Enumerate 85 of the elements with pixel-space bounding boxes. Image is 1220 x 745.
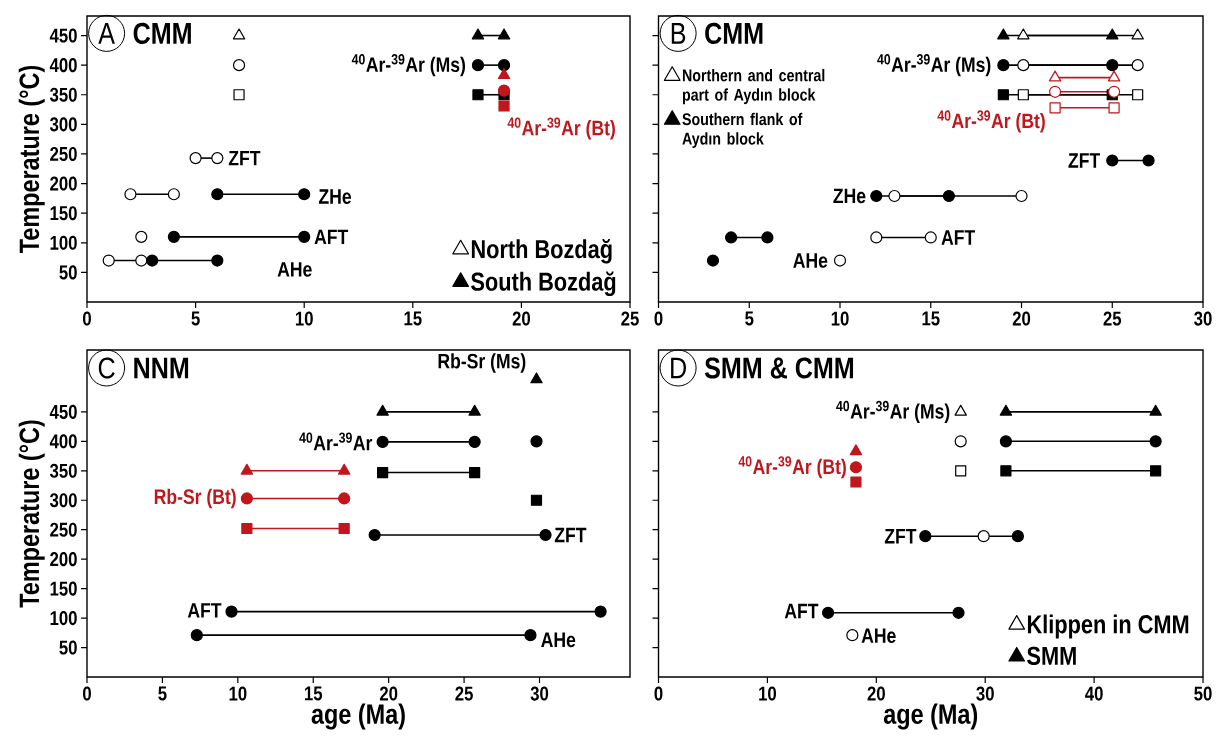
- x-axis-title: age (Ma): [311, 703, 405, 730]
- x-tick-label: 30: [976, 686, 994, 701]
- annotation: B: [671, 23, 686, 44]
- legend-label: Klippen in CMM: [1027, 614, 1189, 639]
- y-tick-label: 450: [49, 404, 77, 419]
- annotation: AFT: [187, 603, 222, 618]
- y-tick-label: 450: [49, 28, 77, 43]
- x-tick-label: 15: [922, 311, 940, 326]
- annotation: $^{40}$Ar-$^{39}$Ar: [299, 432, 373, 451]
- x-tick-label: 0: [654, 686, 663, 701]
- y-tick-label: 400: [49, 58, 77, 73]
- x-tick-label: 20: [512, 311, 531, 326]
- annotation: AFT: [941, 230, 976, 245]
- x-tick-label: 20: [867, 686, 885, 701]
- y-tick-label: 250: [50, 146, 77, 162]
- x-tick-label: 0: [654, 311, 663, 326]
- annotation: $^{40}$Ar-$^{39}$Ar (Bt): [738, 456, 846, 479]
- x-tick-label: 10: [295, 311, 313, 326]
- annotation: AFT: [314, 229, 349, 245]
- legend-label: South Bozdağ: [471, 271, 616, 297]
- annotation: $^{40}$Ar-$^{39}$Ar (Ms): [836, 400, 950, 423]
- annotation: ZHe: [318, 189, 352, 204]
- annotation: AFT: [784, 603, 819, 619]
- annotation: ZFT: [554, 527, 587, 543]
- y-tick-label: 50: [59, 640, 77, 655]
- annotation: $^{40}$Ar-$^{39}$Ar (Ms): [351, 54, 466, 77]
- x-tick-label: 25: [455, 686, 473, 701]
- annotation: AHe: [541, 632, 576, 648]
- x-tick-label: 10: [759, 686, 777, 701]
- annotation: A: [98, 23, 115, 44]
- x-tick-label: 5: [745, 311, 754, 326]
- annotation: ZHe: [833, 188, 866, 204]
- x-tick-label: 10: [831, 311, 849, 326]
- y-tick-label: 200: [50, 552, 77, 567]
- y-tick-label: 50: [59, 265, 77, 280]
- legend-label: North Bozdağ: [471, 239, 612, 264]
- x-tick-label: 30: [1194, 311, 1212, 326]
- x-axis-title: age (Ma): [883, 703, 978, 730]
- legend-label: SMM: [1027, 646, 1076, 666]
- x-tick-label: 10: [229, 686, 247, 701]
- annotation: ZFT: [884, 528, 917, 544]
- x-tick-label: 15: [304, 686, 323, 701]
- annotation: AHe: [861, 628, 896, 644]
- x-tick-label: 20: [1012, 311, 1031, 326]
- annotation: $^{40}$Ar-$^{39}$Ar (Bt): [937, 110, 1045, 133]
- y-tick-label: 100: [50, 235, 77, 250]
- annotation: Rb-Sr (Bt): [154, 488, 236, 509]
- y-tick-label: 150: [50, 581, 77, 596]
- legend-label: Southern flank of Aydın block: [682, 112, 803, 149]
- y-axis-title: Temperature (°C): [18, 65, 45, 254]
- chart-title: CMM: [133, 22, 191, 44]
- x-tick-label: 20: [379, 686, 398, 701]
- y-tick-label: 350: [49, 463, 77, 478]
- x-tick-label: 50: [1194, 686, 1212, 701]
- annotation: AHe: [793, 253, 828, 268]
- y-tick-label: 300: [49, 493, 77, 508]
- y-axis-title: Temperature (°C): [18, 420, 45, 608]
- x-tick-label: 15: [404, 311, 422, 326]
- annotation: $^{40}$Ar-$^{39}$Ar (Ms): [877, 54, 991, 77]
- y-tick-label: 200: [50, 176, 77, 191]
- x-tick-label: 5: [158, 686, 167, 701]
- x-tick-label: 5: [191, 311, 200, 326]
- legend-label: Northern and central part of Aydın block: [682, 68, 825, 105]
- y-tick-label: 300: [49, 117, 77, 132]
- x-tick-label: 30: [530, 686, 549, 701]
- annotation: ZFT: [228, 150, 261, 166]
- y-tick-label: 250: [50, 522, 77, 537]
- x-tick-label: 25: [621, 311, 639, 326]
- y-tick-label: 100: [50, 611, 77, 626]
- y-tick-label: 350: [49, 87, 77, 102]
- y-tick-label: 400: [49, 434, 77, 449]
- annotation: D: [671, 357, 686, 379]
- annotation: $^{40}$Ar-$^{39}$Ar (Bt): [507, 117, 615, 140]
- chart-title: SMM & CMM: [704, 357, 854, 379]
- annotation: Rb-Sr (Ms): [438, 353, 526, 373]
- x-tick-label: 40: [1085, 686, 1103, 701]
- annotation: ZFT: [1068, 153, 1100, 168]
- x-tick-label: 0: [83, 311, 91, 326]
- x-tick-label: 25: [1103, 311, 1122, 326]
- annotation: AHe: [277, 262, 312, 277]
- y-tick-label: 150: [50, 206, 77, 221]
- x-tick-label: 0: [83, 686, 91, 701]
- chart-title: NNM: [134, 357, 189, 379]
- annotation: C: [98, 357, 115, 379]
- chart-title: CMM: [705, 22, 763, 44]
